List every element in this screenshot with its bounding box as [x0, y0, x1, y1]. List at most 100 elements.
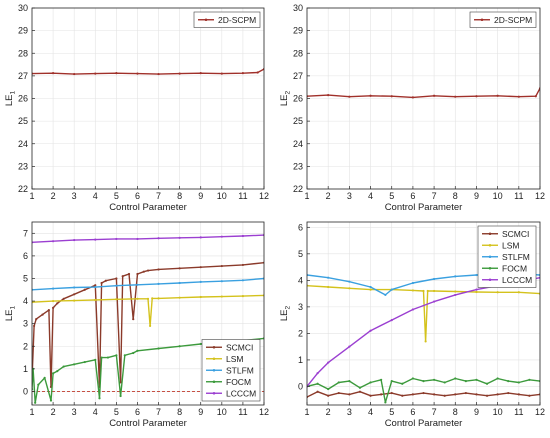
data-point	[475, 291, 477, 293]
data-point	[497, 393, 499, 395]
data-point	[475, 274, 477, 276]
y-axis-label-main: LE	[279, 95, 290, 107]
data-point	[98, 397, 100, 399]
data-point	[44, 377, 46, 379]
y-tick-label: 0	[23, 386, 28, 396]
y-tick-label: 22	[18, 184, 28, 194]
y-axis-label-sub: 1	[10, 306, 17, 310]
x-tick-label: 8	[453, 191, 458, 201]
data-point	[52, 288, 54, 290]
y-tick-label: 6	[23, 251, 28, 261]
y-axis-label-sub: 2	[285, 306, 292, 310]
data-point	[73, 239, 75, 241]
data-point	[73, 73, 75, 75]
data-point	[52, 307, 54, 309]
data-point	[497, 95, 499, 97]
data-point	[124, 354, 126, 356]
y-tick-label: 2	[23, 341, 28, 351]
data-point	[486, 383, 488, 385]
data-point	[316, 383, 318, 385]
legend-marker	[489, 244, 492, 247]
x-tick-label: 9	[474, 407, 479, 417]
data-point	[433, 278, 435, 280]
y-tick-label: 23	[18, 161, 28, 171]
panel-top-right: 1 2 3 4 5 6 7 8 9 10 11 12222324252627282930Control…	[279, 3, 545, 213]
data-point	[200, 343, 202, 345]
data-point	[401, 395, 403, 397]
x-tick-label: 10	[217, 191, 227, 201]
data-point	[107, 356, 109, 358]
data-point	[119, 395, 121, 397]
data-point	[348, 287, 350, 289]
data-point	[73, 363, 75, 365]
legend-label: FOCM	[226, 377, 251, 387]
data-point	[425, 340, 427, 342]
legend-label: LCCCM	[226, 388, 256, 398]
x-tick-label: 10	[493, 407, 503, 417]
x-tick-label: 5	[114, 191, 119, 201]
x-tick-label: 4	[93, 407, 98, 417]
y-tick-label: 25	[18, 116, 28, 126]
data-point	[157, 297, 159, 299]
data-point	[101, 356, 103, 358]
legend-label: SCMCI	[502, 229, 529, 239]
data-point	[157, 268, 159, 270]
data-point	[454, 275, 456, 277]
data-point	[221, 73, 223, 75]
data-point	[422, 290, 424, 292]
x-tick-label: 4	[93, 191, 98, 201]
x-tick-label: 9	[198, 191, 203, 201]
data-point	[200, 281, 202, 283]
data-point	[497, 377, 499, 379]
data-point	[412, 289, 414, 291]
data-point	[136, 238, 138, 240]
y-axis-label: LE1	[4, 306, 17, 322]
data-point	[348, 393, 350, 395]
x-tick-label: 9	[198, 407, 203, 417]
x-tick-label: 11	[238, 191, 247, 201]
data-point	[338, 381, 340, 383]
data-point	[149, 325, 151, 327]
data-point	[94, 239, 96, 241]
data-point	[454, 96, 456, 98]
x-tick-label: 1	[304, 407, 309, 417]
y-tick-label: 5	[23, 273, 28, 283]
data-point	[433, 393, 435, 395]
x-tick-label: 5	[114, 407, 119, 417]
x-tick-label: 3	[72, 407, 77, 417]
y-tick-label: 29	[293, 26, 303, 36]
data-point	[115, 298, 117, 300]
legend-label: LCCCM	[502, 275, 532, 285]
legend-marker	[213, 346, 216, 349]
legend-marker	[213, 380, 216, 383]
data-point	[115, 72, 117, 74]
data-point	[221, 236, 223, 238]
data-point	[257, 71, 259, 73]
data-point	[50, 399, 52, 401]
legend-label: SCMCI	[226, 342, 253, 352]
data-point	[136, 350, 138, 352]
data-point	[73, 300, 75, 302]
data-point	[52, 372, 54, 374]
legend-label: LSM	[502, 240, 519, 250]
data-point	[528, 379, 530, 381]
data-point	[33, 325, 35, 327]
y-tick-label: 4	[23, 296, 28, 306]
data-point	[359, 387, 361, 389]
x-tick-label: 10	[217, 407, 227, 417]
data-point	[327, 361, 329, 363]
x-tick-label: 6	[410, 407, 415, 417]
y-axis-label-main: LE	[279, 310, 290, 322]
x-tick-label: 12	[535, 407, 545, 417]
data-point	[157, 73, 159, 75]
data-point	[391, 95, 393, 97]
y-tick-label: 24	[293, 139, 303, 149]
x-tick-label: 8	[177, 191, 182, 201]
data-point	[179, 237, 181, 239]
y-tick-label: 29	[18, 26, 28, 36]
data-point	[63, 365, 65, 367]
x-tick-label: 3	[347, 191, 352, 201]
data-point	[101, 282, 103, 284]
data-point	[444, 395, 446, 397]
data-point	[147, 269, 149, 271]
